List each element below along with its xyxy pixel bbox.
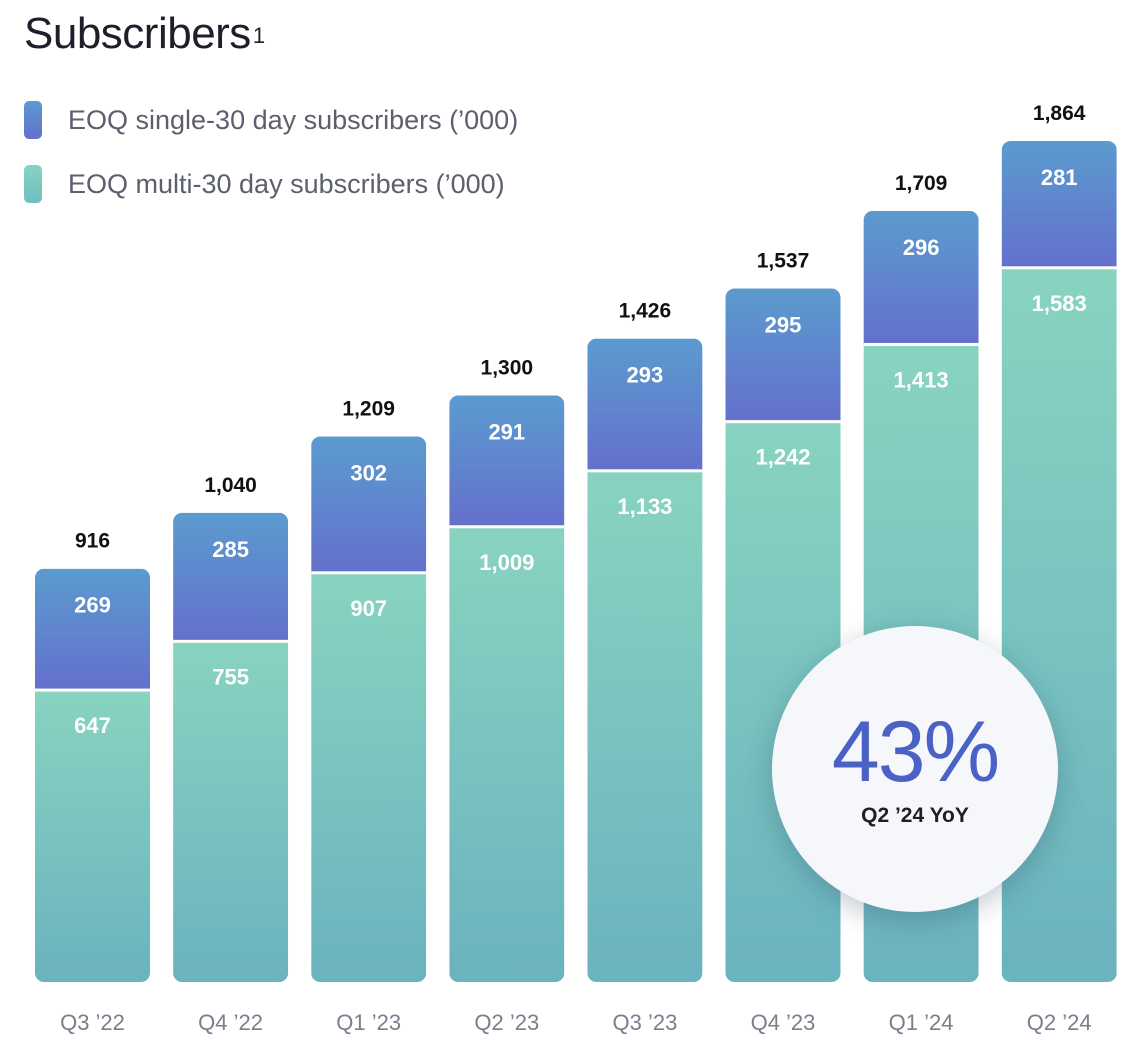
bar-stack-3 [311,436,427,982]
bar-stack-5 [587,338,703,982]
multi-value-label: 647 [74,713,111,738]
yoy-growth-badge: 43% Q2 ’24 YoY [772,626,1058,912]
legend-item-single: EOQ single-30 day subscribers (’000) [24,100,518,140]
bar-single-segment [173,512,289,642]
bar-segment-divider [1001,266,1117,270]
total-label: 1,209 [342,398,395,421]
bar-segment-divider [449,525,565,529]
legend-label-single: EOQ single-30 day subscribers (’000) [68,104,519,135]
x-tick-label: Q1 ’23 [336,1010,401,1035]
bar-stack-6 [725,288,841,982]
legend-item-multi: EOQ multi-30 day subscribers (’000) [24,164,518,204]
multi-value-label: 907 [350,596,387,621]
total-label: 1,040 [204,474,257,497]
multi-value-label: 1,242 [755,445,810,470]
bar-single-segment [1001,141,1117,268]
bar-single-segment [863,210,979,345]
yoy-growth-label: Q2 ’24 YoY [861,804,969,827]
multi-value-label: 1,133 [617,494,672,519]
single-value-label: 302 [350,461,387,486]
total-label: 1,864 [1033,102,1086,125]
multi-value-label: 1,413 [894,367,949,392]
total-label: 916 [75,530,110,553]
chart-title-text: Subscribers [24,9,251,58]
bar-segment-divider [173,639,289,643]
bar-single-segment [449,395,565,527]
total-label: 1,426 [619,300,672,323]
title-footnote-marker: 1 [252,23,265,48]
legend-swatch-multi [24,165,42,203]
single-value-label: 295 [765,313,802,338]
bar-single-segment [311,436,427,573]
single-value-label: 285 [212,537,249,562]
legend-swatch-single [24,101,42,139]
bar-segment-divider [35,688,150,692]
single-value-label: 291 [488,419,525,444]
bar-multi-segment [449,526,565,982]
bar-multi-segment [173,641,289,982]
single-value-label: 293 [627,363,664,388]
x-tick-label: Q2 ’23 [474,1010,539,1035]
bar-segment-divider [725,420,841,424]
multi-value-label: 755 [212,664,249,689]
bar-single-segment [725,288,841,422]
chart-title: Subscribers1 [24,6,265,62]
bar-single-segment [35,568,150,691]
yoy-growth-value: 43% [831,704,1000,800]
bar-multi-segment [587,470,703,982]
x-tick-label: Q3 ’22 [60,1010,125,1035]
bar-multi-segment [1001,267,1117,982]
multi-value-label: 1,583 [1032,291,1087,316]
bar-stack-1 [35,568,150,982]
total-label: 1,537 [757,250,810,273]
single-value-label: 269 [74,593,111,618]
legend-label-multi: EOQ multi-30 day subscribers (’000) [68,168,505,199]
bar-segment-divider [587,469,703,473]
single-value-label: 281 [1041,165,1078,190]
bar-single-segment [587,338,703,471]
bar-multi-segment [311,572,427,982]
x-tick-label: Q4 ’23 [751,1010,816,1035]
bar-segment-divider [863,342,979,346]
legend: EOQ single-30 day subscribers (’000) EOQ… [24,100,518,228]
total-label: 1,300 [481,356,534,379]
x-tick-label: Q1 ’24 [889,1010,954,1035]
multi-value-label: 1,009 [479,550,534,575]
bar-stack-4 [449,395,565,982]
total-label: 1,709 [895,172,948,195]
bar-stack-2 [173,512,289,982]
x-tick-label: Q3 ’23 [612,1010,677,1035]
bar-segment-divider [311,571,427,575]
x-tick-label: Q4 ’22 [198,1010,263,1035]
x-tick-label: Q2 ’24 [1027,1010,1092,1035]
single-value-label: 296 [903,235,940,260]
bar-multi-segment [35,690,150,982]
